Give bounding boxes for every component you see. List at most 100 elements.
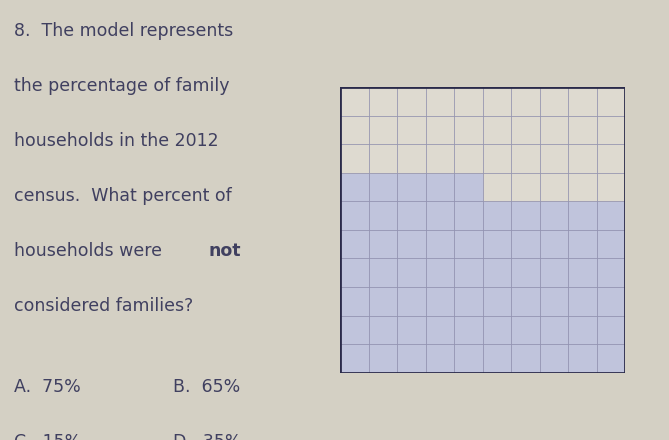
Bar: [511, 344, 539, 373]
Bar: [454, 344, 482, 373]
Bar: [454, 88, 482, 116]
Bar: [425, 344, 454, 373]
Bar: [482, 88, 511, 116]
Bar: [369, 202, 397, 230]
Bar: [568, 315, 597, 344]
Bar: [340, 315, 369, 344]
Bar: [454, 258, 482, 287]
Bar: [568, 88, 597, 116]
Text: D.  35%: D. 35%: [173, 433, 242, 440]
Bar: [568, 258, 597, 287]
Bar: [597, 144, 625, 173]
Bar: [397, 258, 425, 287]
Bar: [425, 202, 454, 230]
Bar: [340, 88, 369, 116]
Bar: [369, 344, 397, 373]
Bar: [340, 173, 369, 202]
Bar: [454, 173, 482, 202]
Bar: [597, 116, 625, 144]
Bar: [454, 287, 482, 315]
Bar: [425, 173, 454, 202]
Bar: [568, 287, 597, 315]
Bar: [511, 230, 539, 258]
Bar: [425, 287, 454, 315]
Bar: [568, 230, 597, 258]
Bar: [511, 258, 539, 287]
Text: the percentage of family: the percentage of family: [14, 77, 229, 95]
Text: C.  15%: C. 15%: [14, 433, 81, 440]
Bar: [397, 287, 425, 315]
Bar: [539, 116, 568, 144]
Bar: [397, 230, 425, 258]
Bar: [369, 315, 397, 344]
Bar: [511, 315, 539, 344]
Text: considered families?: considered families?: [14, 297, 193, 315]
Bar: [369, 144, 397, 173]
Text: A.  75%: A. 75%: [14, 378, 81, 396]
Bar: [597, 173, 625, 202]
Bar: [539, 202, 568, 230]
Bar: [482, 202, 511, 230]
Bar: [340, 344, 369, 373]
Bar: [597, 202, 625, 230]
Bar: [482, 144, 511, 173]
Bar: [539, 287, 568, 315]
Bar: [568, 173, 597, 202]
Bar: [568, 144, 597, 173]
Bar: [511, 173, 539, 202]
Text: census.  What percent of: census. What percent of: [14, 187, 231, 205]
Bar: [568, 202, 597, 230]
Bar: [568, 344, 597, 373]
Text: 8.  The model represents: 8. The model represents: [14, 22, 233, 40]
Bar: [369, 116, 397, 144]
Bar: [511, 287, 539, 315]
Bar: [397, 88, 425, 116]
Bar: [539, 344, 568, 373]
Bar: [482, 173, 511, 202]
Bar: [539, 258, 568, 287]
Bar: [397, 116, 425, 144]
Bar: [539, 173, 568, 202]
Bar: [482, 230, 511, 258]
Bar: [397, 315, 425, 344]
Bar: [482, 287, 511, 315]
Bar: [539, 88, 568, 116]
Bar: [597, 258, 625, 287]
Bar: [425, 315, 454, 344]
Bar: [425, 144, 454, 173]
Bar: [482, 344, 511, 373]
Bar: [369, 173, 397, 202]
Bar: [539, 144, 568, 173]
Bar: [568, 116, 597, 144]
Bar: [511, 88, 539, 116]
Text: B.  65%: B. 65%: [173, 378, 241, 396]
Bar: [397, 202, 425, 230]
Bar: [597, 315, 625, 344]
Bar: [369, 230, 397, 258]
Text: households in the 2012: households in the 2012: [14, 132, 219, 150]
Bar: [482, 258, 511, 287]
Bar: [369, 258, 397, 287]
Bar: [597, 287, 625, 315]
Bar: [482, 315, 511, 344]
Bar: [340, 202, 369, 230]
Bar: [369, 88, 397, 116]
Bar: [397, 173, 425, 202]
Bar: [454, 202, 482, 230]
Bar: [454, 144, 482, 173]
Text: not: not: [208, 242, 241, 260]
Bar: [597, 344, 625, 373]
Bar: [425, 230, 454, 258]
Bar: [369, 287, 397, 315]
Bar: [597, 230, 625, 258]
Bar: [511, 116, 539, 144]
Bar: [539, 230, 568, 258]
Bar: [340, 287, 369, 315]
Bar: [340, 144, 369, 173]
Bar: [454, 315, 482, 344]
Bar: [482, 116, 511, 144]
Bar: [340, 230, 369, 258]
Bar: [425, 88, 454, 116]
Bar: [539, 315, 568, 344]
Bar: [397, 344, 425, 373]
